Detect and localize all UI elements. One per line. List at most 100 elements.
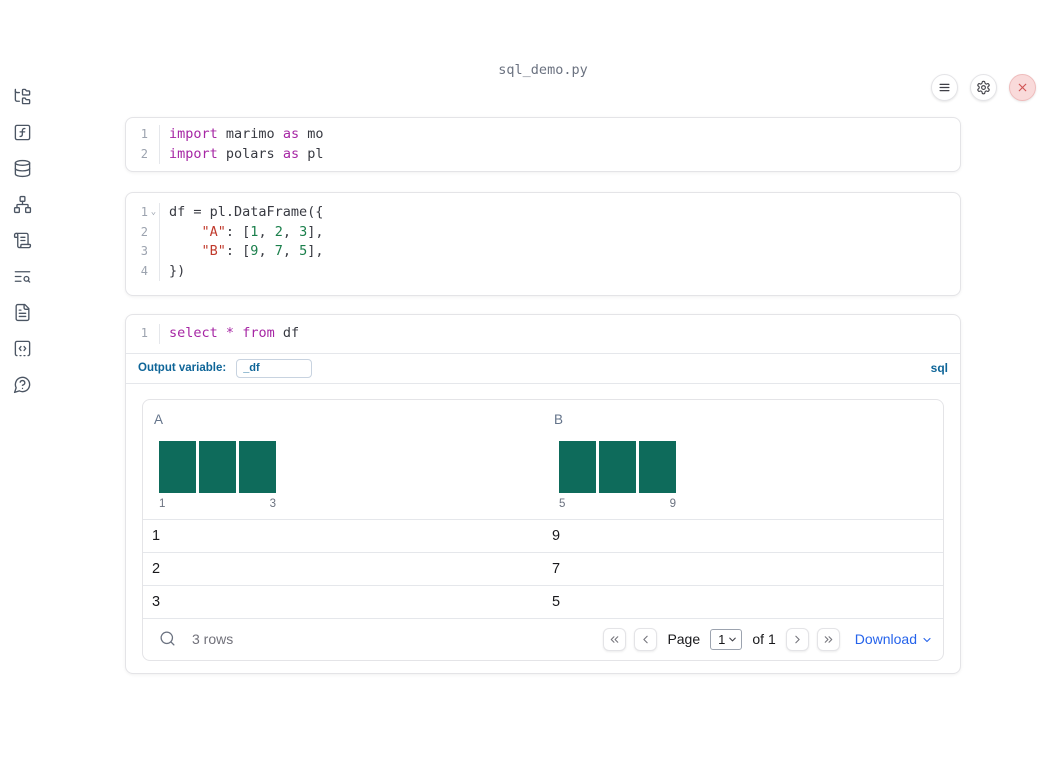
code-content: "A": [1, 2, 3], xyxy=(159,222,960,242)
code-editor[interactable]: 1 ⌄ df = pl.DataFrame({2 "A": [1, 2, 3], 3 … xyxy=(126,193,960,295)
last-page-button[interactable] xyxy=(816,627,840,651)
fold-gutter-spacer xyxy=(148,324,159,344)
table-cell: 1 xyxy=(152,527,161,544)
chevron-left-icon xyxy=(643,635,649,643)
hamburger-icon xyxy=(939,83,950,92)
code-line[interactable]: 3 "B": [9, 7, 5], xyxy=(126,242,960,262)
chevrons-right-icon xyxy=(824,635,833,643)
axis-max-label: 9 xyxy=(669,497,676,510)
notebook-canvas: sql_demo.py 1 import marimo as mo 2 import … xyxy=(125,62,961,674)
code-content: "B": [9, 7, 5], xyxy=(159,242,960,262)
language-badge[interactable]: sql xyxy=(930,361,948,375)
notebook-filename[interactable]: sql_demo.py xyxy=(498,62,588,78)
chevron-down-icon xyxy=(923,637,931,643)
code-line[interactable]: 1 import marimo as mo xyxy=(126,125,960,145)
folder-tree-icon xyxy=(14,88,30,104)
code-line[interactable]: 1 select * from df xyxy=(126,324,960,344)
chevron-down-icon xyxy=(729,637,737,641)
helper-panel-sidebar xyxy=(0,62,44,775)
histogram-bar xyxy=(159,440,196,493)
line-number: 4 xyxy=(140,263,148,278)
sql-editor[interactable]: 1 select * from df xyxy=(126,315,960,353)
sidebar-item-documentation[interactable] xyxy=(12,302,32,322)
column-histogram[interactable] xyxy=(559,440,676,493)
table-cell: 7 xyxy=(552,560,561,577)
gear-icon xyxy=(977,80,990,95)
code-line[interactable]: 2 import polars as pl xyxy=(126,144,960,165)
line-number: 3 xyxy=(140,244,148,258)
code-square-icon xyxy=(14,340,30,356)
sidebar-item-logs[interactable] xyxy=(12,230,32,250)
fold-gutter-spacer xyxy=(148,125,159,145)
code-content: select * from df xyxy=(159,324,960,344)
database-icon xyxy=(14,159,30,177)
sidebar-item-file-explorer[interactable] xyxy=(12,86,32,106)
table-search-button[interactable] xyxy=(158,630,176,648)
output-variable-label: Output variable: xyxy=(138,362,227,374)
table-cell: 2 xyxy=(152,560,161,577)
download-button[interactable]: Download xyxy=(855,631,933,647)
network-icon xyxy=(13,195,31,213)
code-content: import marimo as mo xyxy=(159,125,960,145)
histogram-bar xyxy=(239,440,276,493)
menu-button[interactable] xyxy=(931,74,958,101)
search-icon xyxy=(159,631,175,646)
axis-min-label: 1 xyxy=(159,497,166,510)
table-column-header: B 5 9 xyxy=(543,412,943,519)
help-circle-icon xyxy=(13,376,30,393)
fold-gutter-spacer xyxy=(148,145,159,165)
column-name[interactable]: B xyxy=(554,411,564,427)
sidebar-item-data-sources[interactable] xyxy=(12,158,32,178)
axis-min-label: 5 xyxy=(559,497,566,510)
shutdown-button[interactable] xyxy=(1009,74,1036,101)
sql-cell[interactable]: 1 select * from df Output variable: sql A… xyxy=(125,314,961,674)
file-text-icon xyxy=(14,303,30,321)
code-line[interactable]: 1 ⌄ df = pl.DataFrame({ xyxy=(126,203,960,223)
page-select-value: 1 xyxy=(718,631,726,647)
histogram-bar xyxy=(639,440,676,493)
next-page-button[interactable] xyxy=(785,627,809,651)
histogram-bar xyxy=(559,440,596,493)
close-icon xyxy=(1018,83,1027,92)
table-cell: 3 xyxy=(152,593,161,610)
settings-button[interactable] xyxy=(970,74,997,101)
column-histogram[interactable] xyxy=(159,440,276,493)
page-of-label: of 1 xyxy=(752,631,776,647)
fold-chevron-icon[interactable]: ⌄ xyxy=(150,207,157,217)
first-page-button[interactable] xyxy=(603,627,627,651)
code-cell-dataframe[interactable]: 1 ⌄ df = pl.DataFrame({2 "A": [1, 2, 3], 3 … xyxy=(125,192,961,296)
sidebar-item-scratchpad[interactable] xyxy=(12,266,32,286)
line-number: 2 xyxy=(140,224,148,239)
table-header: A 1 3 B 5 9 xyxy=(143,400,943,519)
fold-gutter-spacer xyxy=(148,242,159,262)
code-line[interactable]: 4}) xyxy=(126,261,960,281)
page-label: Page xyxy=(667,631,701,647)
line-number: 1 xyxy=(140,127,148,141)
scroll-text-icon xyxy=(13,232,31,248)
line-number: 1 xyxy=(140,326,148,340)
fold-gutter-spacer xyxy=(148,223,159,243)
sidebar-item-snippets[interactable] xyxy=(12,338,32,358)
page-select[interactable]: 1 xyxy=(710,628,743,650)
prev-page-button[interactable] xyxy=(634,627,658,651)
axis-max-label: 3 xyxy=(269,497,276,510)
sidebar-item-help[interactable] xyxy=(12,374,32,394)
table-footer: 3 rows Page 1 of 1 xyxy=(143,617,943,660)
sidebar-item-variables[interactable] xyxy=(12,122,32,142)
chevrons-left-icon xyxy=(611,635,619,643)
code-line[interactable]: 2 "A": [1, 2, 3], xyxy=(126,222,960,243)
code-cell-imports[interactable]: 1 import marimo as mo 2 import polars as pl xyxy=(125,117,961,172)
line-number: 2 xyxy=(140,146,148,161)
sidebar-item-dependency-graph[interactable] xyxy=(12,194,32,214)
column-name[interactable]: A xyxy=(154,411,164,427)
code-editor[interactable]: 1 import marimo as mo 2 import polars as pl xyxy=(126,118,960,171)
pagination: Page 1 of 1 xyxy=(603,627,840,651)
line-number: 1 xyxy=(140,205,148,219)
output-variable-input[interactable] xyxy=(236,358,313,378)
